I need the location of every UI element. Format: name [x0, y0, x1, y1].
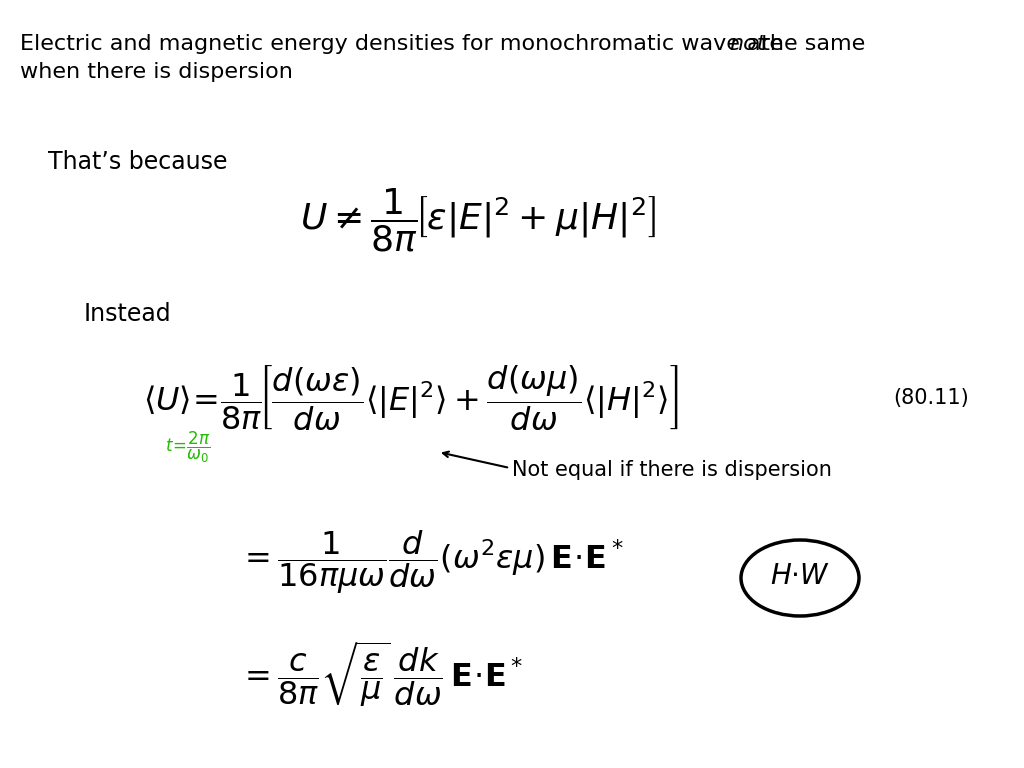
Text: the same: the same [754, 34, 865, 54]
Text: $\langle U\rangle \!=\! \dfrac{1}{8\pi}\!\left[\dfrac{d(\omega\varepsilon)}{d\om: $\langle U\rangle \!=\! \dfrac{1}{8\pi}\… [143, 363, 679, 432]
Text: Instead: Instead [84, 302, 172, 326]
Text: That’s because: That’s because [48, 150, 227, 174]
Text: $t\!=\!\dfrac{2\pi}{\omega_0}$: $t\!=\!\dfrac{2\pi}{\omega_0}$ [165, 429, 210, 465]
Text: when there is dispersion: when there is dispersion [20, 62, 293, 82]
Text: $=\dfrac{1}{16\pi\mu\omega}\dfrac{d}{d\omega}(\omega^2\varepsilon\mu)\,\mathbf{E: $=\dfrac{1}{16\pi\mu\omega}\dfrac{d}{d\o… [238, 528, 624, 596]
Text: $=\dfrac{c}{8\pi}\sqrt{\dfrac{\varepsilon}{\mu}}\,\dfrac{dk}{d\omega}\,\mathbf{E: $=\dfrac{c}{8\pi}\sqrt{\dfrac{\varepsilo… [238, 640, 523, 710]
Text: (80.11): (80.11) [893, 388, 969, 408]
Text: Electric and magnetic energy densities for monochromatic wave are: Electric and magnetic energy densities f… [20, 34, 791, 54]
Text: not: not [729, 34, 766, 54]
Text: $U \neq \dfrac{1}{8\pi}\!\left[\varepsilon|E|^2 + \mu|H|^2\right]$: $U \neq \dfrac{1}{8\pi}\!\left[\varepsil… [300, 187, 656, 253]
Text: Not equal if there is dispersion: Not equal if there is dispersion [512, 460, 831, 480]
Text: $H{\cdot}W$: $H{\cdot}W$ [770, 562, 830, 590]
